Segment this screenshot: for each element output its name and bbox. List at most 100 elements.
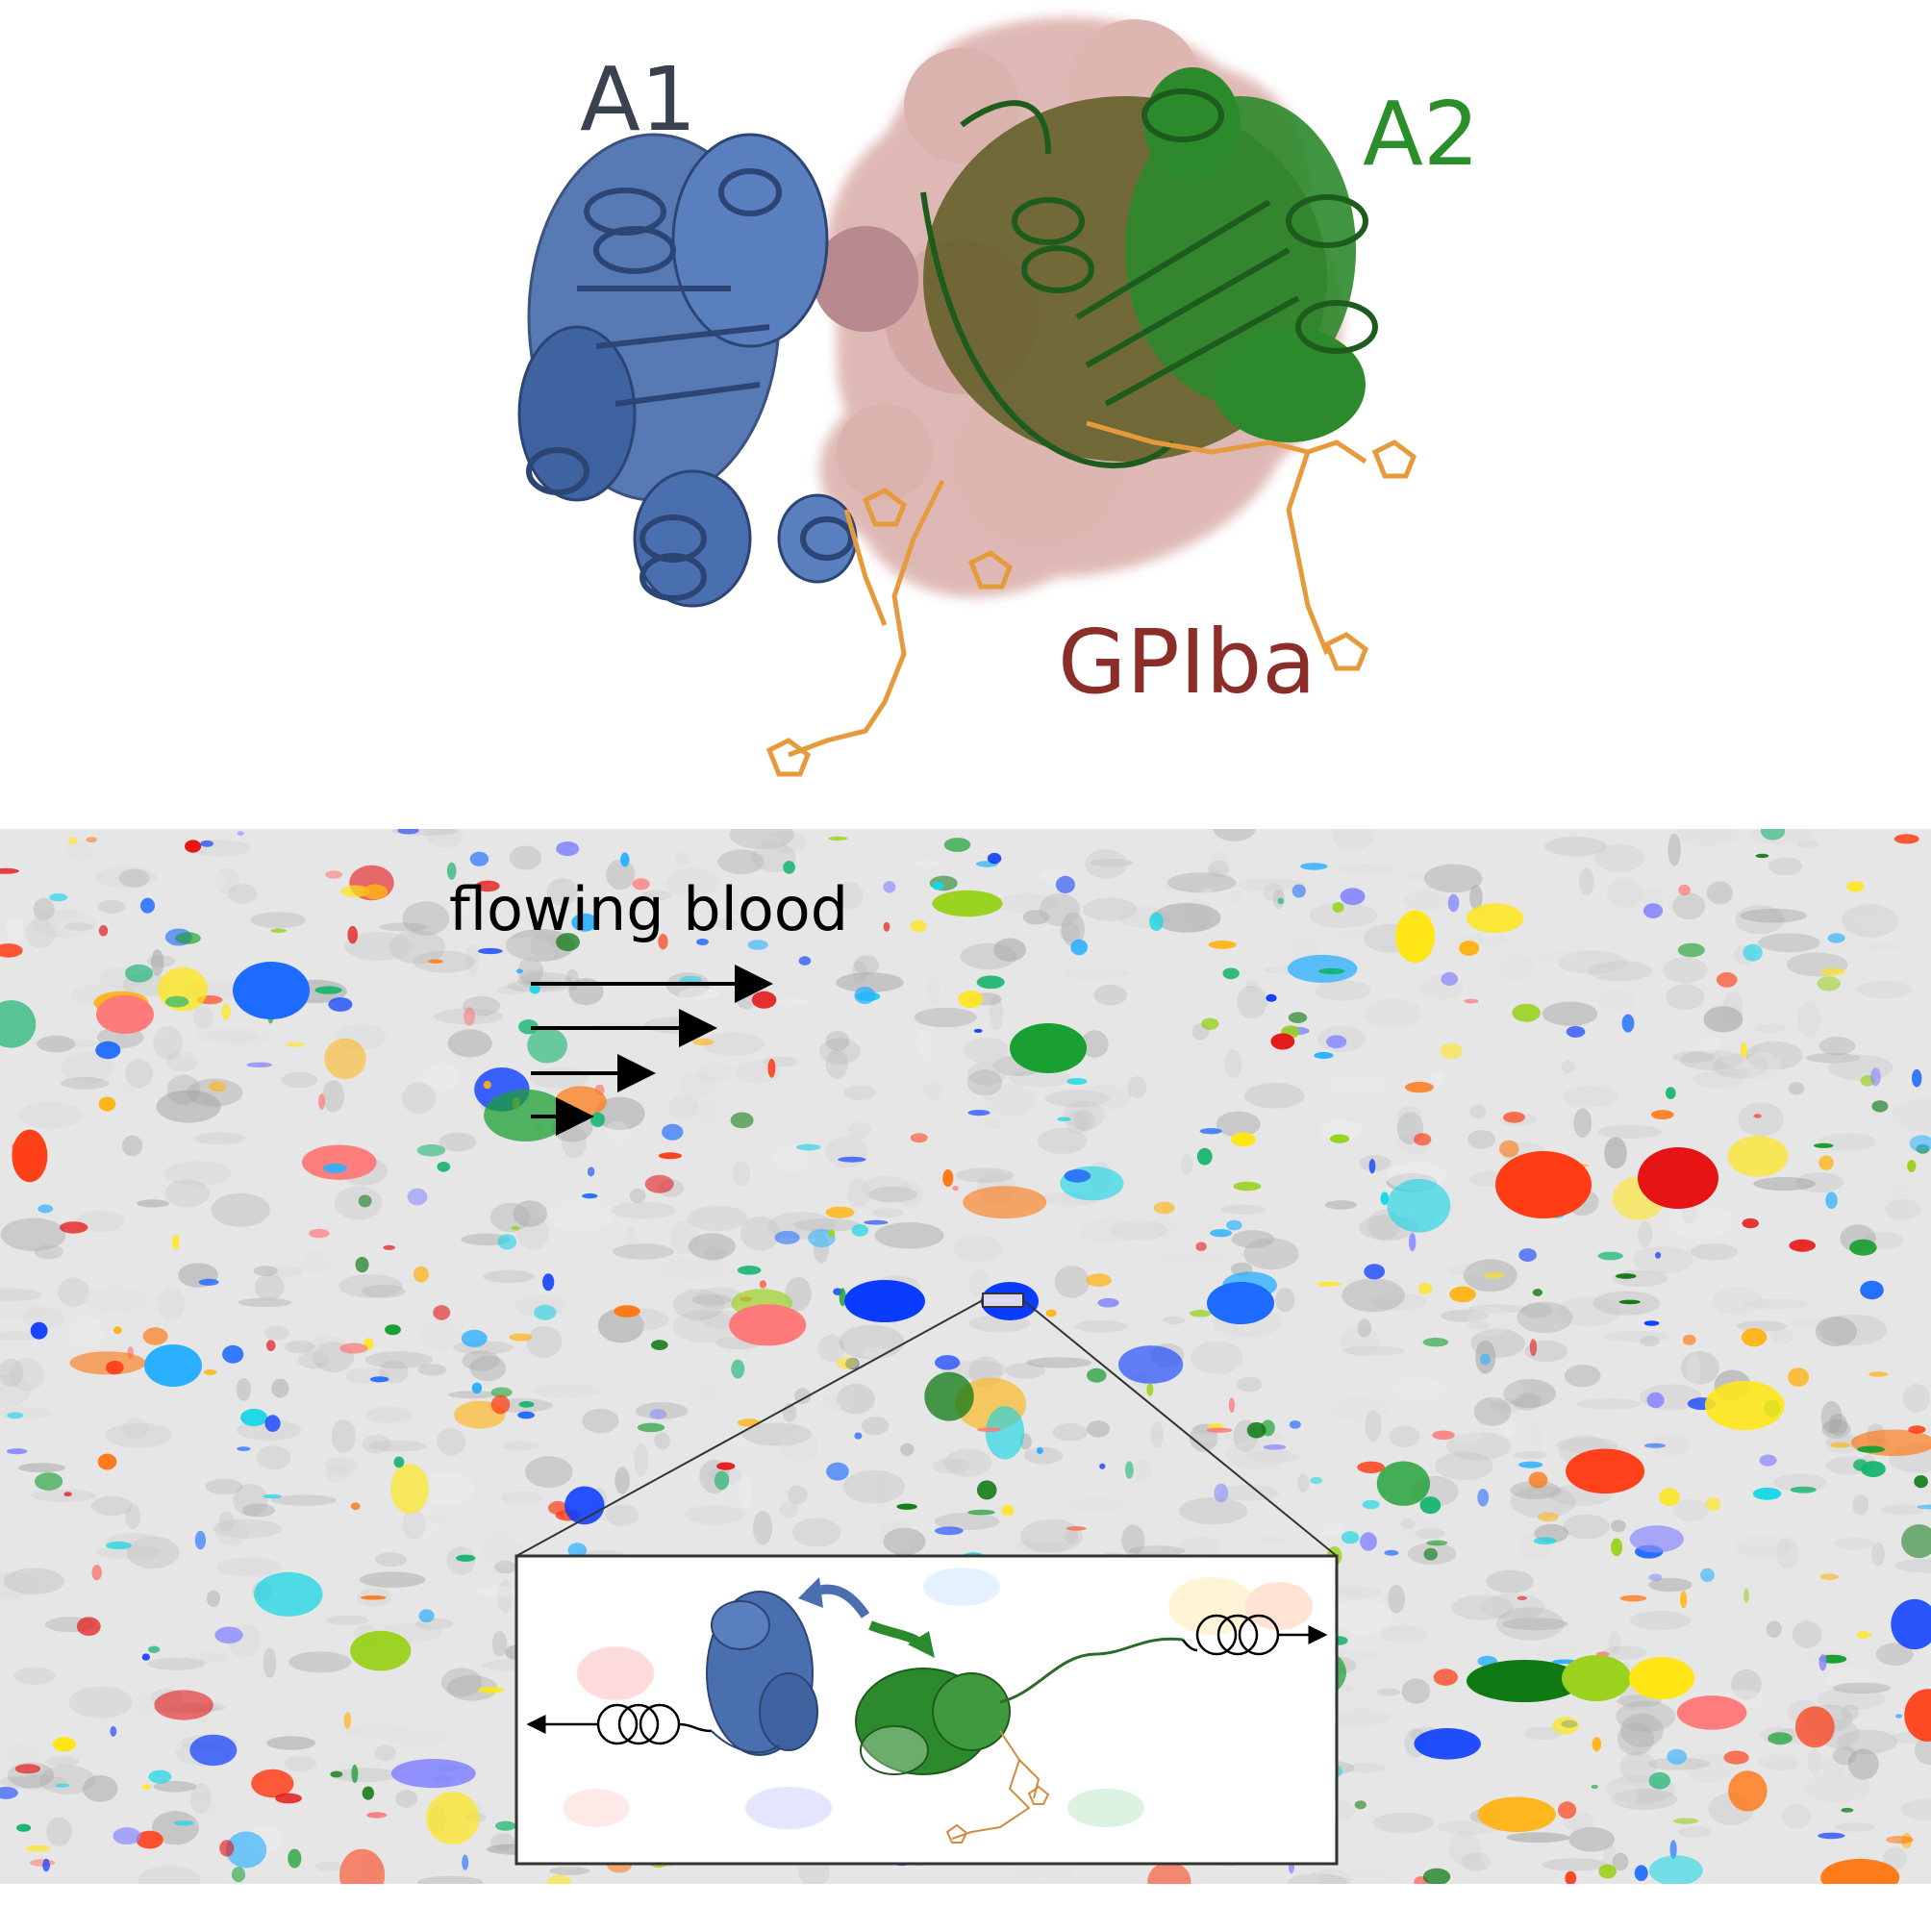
flowing-blood-label: flowing blood: [449, 874, 849, 944]
colored-speckle: [952, 1186, 959, 1192]
colored-speckle: [767, 1059, 776, 1078]
colored-speckle: [1210, 1229, 1233, 1238]
gray-speckle: [498, 893, 523, 904]
gray-speckle: [1857, 913, 1919, 930]
colored-blob: [1629, 1657, 1694, 1699]
gray-speckle: [43, 847, 58, 861]
gray-speckle: [63, 922, 94, 931]
zoom-line-left: [515, 1299, 984, 1557]
colored-speckle: [461, 1329, 488, 1347]
colored-speckle: [987, 852, 1002, 865]
gray-speckle: [154, 1016, 169, 1045]
gray-speckle: [1324, 1200, 1358, 1210]
gray-speckle: [1712, 1287, 1764, 1315]
gray-speckle: [1129, 1545, 1186, 1557]
glycan-sticks: [765, 420, 1417, 777]
colored-speckle: [1362, 1499, 1380, 1510]
gray-speckle: [339, 1274, 403, 1298]
gray-speckle: [819, 1038, 861, 1065]
gray-speckle: [1357, 1318, 1372, 1338]
gray-speckle: [365, 1406, 413, 1423]
gray-speckle: [368, 1440, 427, 1452]
colored-speckle: [1598, 1864, 1617, 1879]
colored-speckle: [1189, 1309, 1212, 1317]
colored-speckle: [1891, 1598, 1931, 1650]
colored-speckle: [237, 1446, 251, 1451]
gray-speckle: [417, 1472, 476, 1506]
a1-label: A1: [580, 48, 697, 151]
gray-speckle: [0, 1572, 41, 1598]
colored-speckle: [1340, 888, 1366, 906]
gray-speckle: [440, 1668, 483, 1697]
colored-speckle: [26, 1844, 51, 1852]
colored-speckle: [1432, 1430, 1455, 1441]
colored-speckle: [385, 1324, 401, 1336]
colored-speckle: [963, 1186, 1047, 1219]
gray-speckle: [1736, 1320, 1787, 1332]
gray-speckle: [1597, 1124, 1663, 1140]
colored-speckle: [1743, 1588, 1749, 1603]
colored-speckle: [339, 1342, 368, 1354]
colored-speckle: [716, 1462, 736, 1470]
gray-speckle: [668, 1095, 699, 1120]
colored-speckle: [383, 1244, 395, 1250]
colored-speckle: [1659, 1488, 1680, 1507]
gray-speckle: [1372, 1812, 1435, 1834]
gray-speckle: [1842, 904, 1898, 938]
gray-speckle: [284, 1755, 317, 1772]
colored-speckle: [16, 1823, 32, 1832]
gray-speckle: [41, 1582, 96, 1601]
gray-speckle: [1401, 1517, 1441, 1541]
colored-speckle: [1405, 1081, 1434, 1093]
colored-speckle: [1629, 1525, 1684, 1553]
gray-speckle: [417, 1364, 447, 1376]
gray-speckle: [391, 1730, 452, 1746]
colored-speckle: [1759, 1454, 1777, 1467]
colored-speckle: [1597, 1251, 1623, 1261]
gray-speckle: [697, 1098, 717, 1123]
gray-speckle: [1160, 883, 1201, 891]
gray-speckle: [1629, 1610, 1692, 1631]
gray-speckle: [125, 1504, 141, 1530]
colored-speckle: [1087, 1367, 1107, 1383]
colored-speckle: [1886, 1836, 1914, 1844]
gray-speckle: [1796, 1002, 1821, 1037]
colored-speckle: [1289, 1420, 1301, 1429]
gray-speckle: [494, 1560, 516, 1574]
gray-speckle: [1597, 990, 1636, 1010]
gray-speckle: [375, 1552, 407, 1568]
colored-speckle: [1861, 1461, 1886, 1477]
colored-speckle: [1360, 1532, 1377, 1551]
gray-speckle: [1632, 1245, 1693, 1274]
gray-speckle: [1489, 1397, 1524, 1413]
colored-speckle: [1619, 1594, 1647, 1602]
gray-speckle: [362, 1435, 391, 1454]
colored-speckle: [38, 1204, 54, 1214]
colored-speckle: [231, 1867, 246, 1883]
gray-speckle: [1087, 1420, 1110, 1438]
gray-speckle: [374, 1744, 397, 1762]
gray-speckle: [1857, 980, 1912, 999]
gray-speckle: [375, 1059, 396, 1091]
gray-speckle: [793, 854, 820, 885]
colored-speckle: [1917, 1504, 1931, 1510]
gray-speckle: [1819, 1755, 1846, 1775]
gray-speckle: [1620, 1713, 1664, 1748]
gray-speckle: [1341, 1345, 1406, 1356]
gray-speckle: [1315, 980, 1371, 1001]
gray-speckle: [1612, 1852, 1629, 1871]
colored-speckle: [1310, 1476, 1323, 1485]
gray-speckle: [68, 1316, 105, 1350]
gray-speckle: [604, 1120, 630, 1146]
gray-speckle: [491, 1630, 508, 1657]
colored-speckle: [0, 867, 19, 874]
colored-speckle: [347, 925, 359, 944]
colored-speckle: [976, 1427, 1002, 1432]
colored-speckle: [1857, 1445, 1886, 1453]
gray-speckle: [985, 1084, 1035, 1117]
gray-speckle: [1573, 1108, 1592, 1138]
gray-speckle: [1180, 1536, 1220, 1558]
colored-speckle: [1870, 1067, 1881, 1087]
gray-speckle: [1430, 1069, 1445, 1087]
gray-speckle: [1772, 829, 1843, 854]
